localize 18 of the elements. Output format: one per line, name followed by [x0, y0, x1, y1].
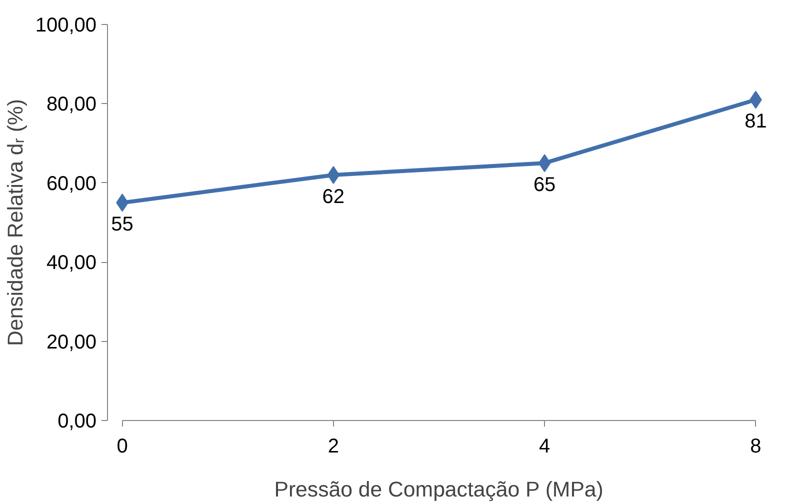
x-tick-label: 4	[539, 436, 550, 458]
y-axis-title: Densidade Relativa dᵣ (%)	[3, 99, 28, 346]
x-tick-label: 8	[750, 436, 762, 458]
x-tick-label: 0	[116, 436, 128, 458]
x-axis-title: Pressão de Compactação P (MPa)	[274, 478, 604, 502]
point	[538, 154, 551, 172]
y-tick-label: 60,00	[46, 172, 97, 195]
y-tick-label: 40,00	[46, 252, 97, 274]
data-label: 65	[533, 174, 556, 196]
y-tick-label: 0,00	[58, 410, 97, 432]
y-tick-label: 80,00	[46, 94, 97, 116]
data-label: 81	[744, 110, 767, 133]
point	[327, 166, 340, 184]
data-label: 55	[111, 214, 134, 236]
data-label: 62	[322, 186, 345, 208]
x-tick-label: 2	[328, 436, 339, 458]
y-tick-label: 100,00	[35, 14, 96, 36]
y-tick-label: 20,00	[46, 331, 97, 354]
